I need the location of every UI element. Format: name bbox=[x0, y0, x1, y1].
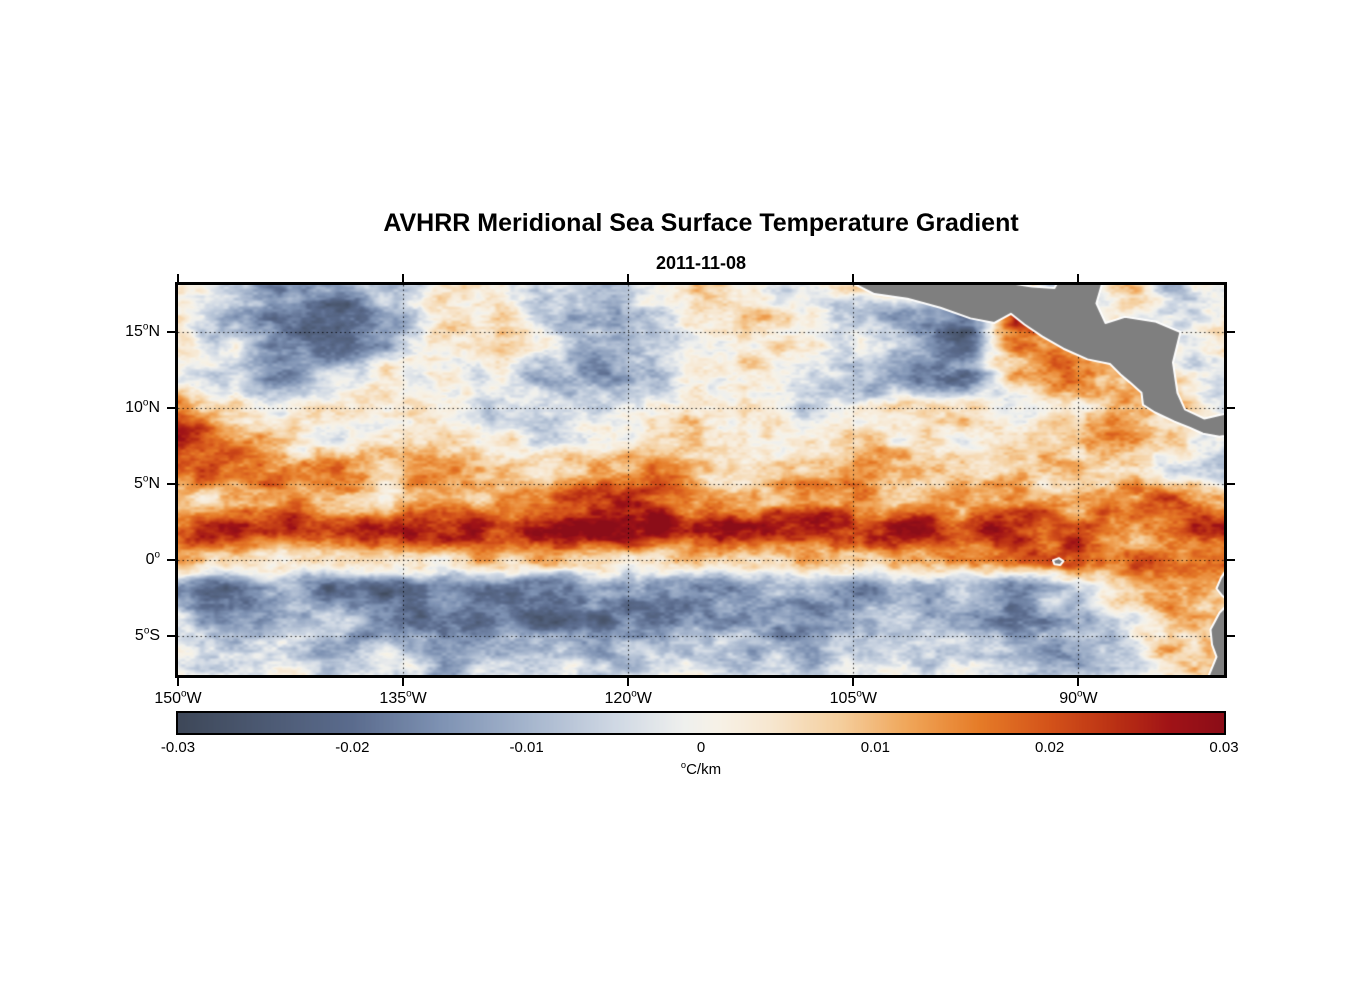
x-axis-tick bbox=[627, 678, 630, 686]
colorbar-tick-label-3: 0 bbox=[696, 739, 706, 756]
y-axis-tick-label-1: 10oN bbox=[125, 397, 160, 416]
y-axis-tick-right bbox=[1227, 331, 1235, 334]
y-axis-tick bbox=[167, 558, 175, 561]
x-axis-tick-top bbox=[402, 274, 405, 282]
x-axis-tick-label-0: 150oW bbox=[154, 688, 202, 707]
x-axis-tick bbox=[402, 678, 405, 686]
x-axis-tick-label-1: 135oW bbox=[379, 688, 427, 707]
y-axis-tick-label-0: 15oN bbox=[125, 321, 160, 341]
x-axis-tick-top bbox=[177, 274, 179, 282]
x-axis-tick-label-4: 90oW bbox=[1059, 688, 1098, 707]
x-axis-tick bbox=[177, 678, 179, 686]
y-axis-tick-label-2: 5oN bbox=[134, 473, 160, 492]
y-axis-tick-right bbox=[1227, 482, 1235, 485]
colorbar-tick-label-1: -0.02 bbox=[335, 739, 370, 756]
colorbar-tick-label-4: 0.01 bbox=[860, 739, 890, 756]
colorbar-tick-label-6: 0.03 bbox=[1209, 739, 1239, 756]
colorbar-gradient-canvas bbox=[178, 713, 1224, 733]
x-axis-tick-top bbox=[627, 274, 630, 282]
y-axis-tick-label-4: 5oS bbox=[134, 625, 160, 644]
x-axis-tick-label-2: 120oW bbox=[604, 688, 652, 707]
y-axis-tick-right bbox=[1227, 634, 1235, 637]
sst-gradient-heatmap-canvas bbox=[178, 285, 1224, 675]
x-axis-tick-top bbox=[852, 274, 855, 282]
y-axis-tick-label-3: 0o bbox=[145, 549, 160, 568]
x-axis-tick bbox=[1077, 678, 1080, 686]
y-axis-tick bbox=[167, 634, 175, 637]
chart-title: AVHRR Meridional Sea Surface Temperature… bbox=[383, 209, 1019, 237]
y-axis-tick-right bbox=[1227, 558, 1235, 561]
y-axis-tick bbox=[167, 406, 175, 409]
y-axis-tick-right bbox=[1227, 406, 1235, 409]
y-axis-tick bbox=[167, 331, 175, 334]
x-axis-tick-top bbox=[1077, 274, 1080, 282]
colorbar-tick-label-2: -0.01 bbox=[509, 739, 544, 756]
map-plot-frame bbox=[175, 282, 1227, 678]
x-axis-tick-label-3: 105oW bbox=[829, 688, 877, 707]
x-axis-tick bbox=[852, 678, 855, 686]
colorbar-frame bbox=[176, 711, 1226, 735]
colorbar-tick-label-5: 0.02 bbox=[1035, 739, 1065, 756]
colorbar-tick-label-0: -0.03 bbox=[160, 739, 196, 756]
chart-subtitle: 2011-11-08 bbox=[655, 253, 747, 273]
colorbar-unit-label: oC/km bbox=[680, 760, 722, 778]
y-axis-tick bbox=[167, 482, 175, 485]
